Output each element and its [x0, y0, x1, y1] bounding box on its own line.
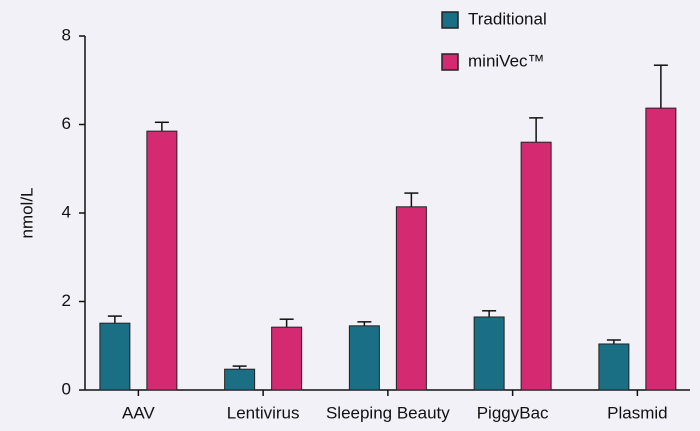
y-axis-label: nmol/L — [17, 187, 36, 238]
bar — [395, 206, 427, 391]
bar — [146, 130, 178, 391]
bar — [271, 326, 303, 391]
y-tick-label: 8 — [62, 25, 71, 44]
legend-swatch — [441, 11, 459, 29]
x-tick-label: Plasmid — [607, 403, 667, 422]
bar — [473, 316, 505, 391]
bar — [598, 343, 630, 391]
y-tick-label: 6 — [62, 114, 71, 133]
bar — [224, 368, 256, 391]
bar — [348, 325, 380, 391]
legend-label: miniVec™ — [468, 51, 545, 70]
x-tick-label: Lentivirus — [227, 403, 300, 422]
bar — [99, 322, 131, 391]
x-tick-label: PiggyBac — [477, 403, 549, 422]
y-tick-label: 0 — [62, 379, 71, 398]
legend-swatch — [441, 53, 459, 71]
legend-label: Traditional — [468, 9, 547, 28]
x-tick-label: Sleeping Beauty — [326, 403, 450, 422]
x-tick-label: AAV — [122, 403, 155, 422]
y-tick-label: 4 — [62, 202, 71, 221]
y-tick-label: 2 — [62, 291, 71, 310]
bar — [520, 141, 552, 391]
bar — [645, 107, 677, 391]
